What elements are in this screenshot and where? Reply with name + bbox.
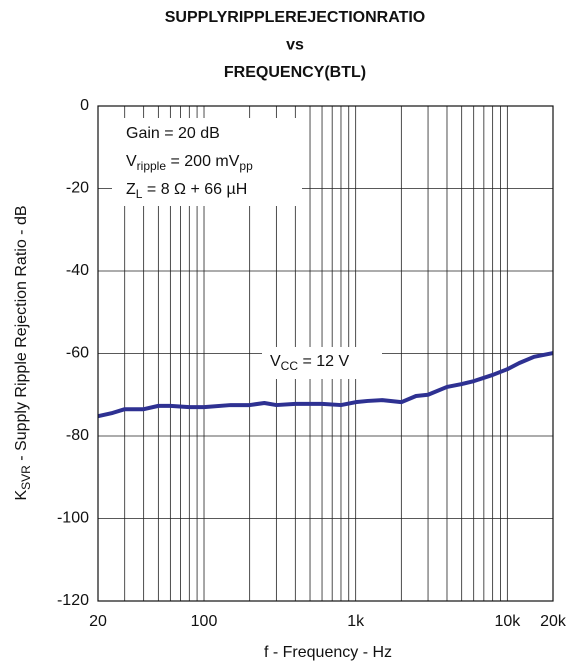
x-tick-label: 20k	[540, 613, 567, 630]
y-tick-label: -80	[66, 427, 89, 444]
x-axis-label: f - Frequency - Hz	[264, 644, 392, 661]
text-part: = 200 mV	[166, 153, 240, 170]
chart-title: vs	[286, 37, 304, 54]
annotation: ZL = 8 Ω + 66 µH	[126, 181, 247, 201]
text-part: Z	[126, 181, 136, 198]
x-tick-label: 20	[89, 613, 107, 630]
subscript: ripple	[137, 159, 167, 173]
plot-frame	[97, 105, 554, 602]
y-tick-label: 0	[80, 97, 89, 114]
text-part: V	[126, 153, 137, 170]
x-tick-label: 1k	[347, 613, 365, 630]
text-part: = 8 Ω + 66 µH	[142, 181, 247, 198]
y-tick-label: -60	[66, 345, 89, 362]
series-label-box	[262, 347, 382, 379]
subscript: SVR	[19, 465, 33, 490]
y-tick-label: -120	[57, 592, 89, 609]
data-line	[97, 351, 554, 419]
subscript: CC	[281, 359, 299, 373]
y-axis-label: KSVR - Supply Ripple Rejection Ratio - d…	[13, 205, 33, 500]
x-tick-label: 10k	[494, 613, 521, 630]
x-tick-label: 100	[191, 613, 218, 630]
text-part: Gain = 20 dB	[126, 125, 220, 142]
text-part: K	[13, 490, 30, 501]
annotation: Gain = 20 dB	[126, 125, 220, 142]
chart-title: FREQUENCY(BTL)	[224, 64, 366, 81]
text-part: V	[270, 353, 281, 370]
text-part: = 12 V	[298, 353, 349, 370]
y-tick-label: -100	[57, 510, 89, 527]
annotation-box	[112, 118, 302, 206]
subscript: L	[136, 187, 143, 201]
subscript: pp	[239, 159, 253, 173]
chart-title: SUPPLYRIPPLEREJECTIONRATIO	[165, 9, 426, 26]
annotation: Vripple = 200 mVpp	[126, 153, 253, 173]
y-tick-label: -20	[66, 180, 89, 197]
series-label: VCC = 12 V	[270, 353, 349, 373]
text-part: - Supply Ripple Rejection Ratio - dB	[13, 205, 30, 465]
y-tick-label: -40	[66, 262, 89, 279]
